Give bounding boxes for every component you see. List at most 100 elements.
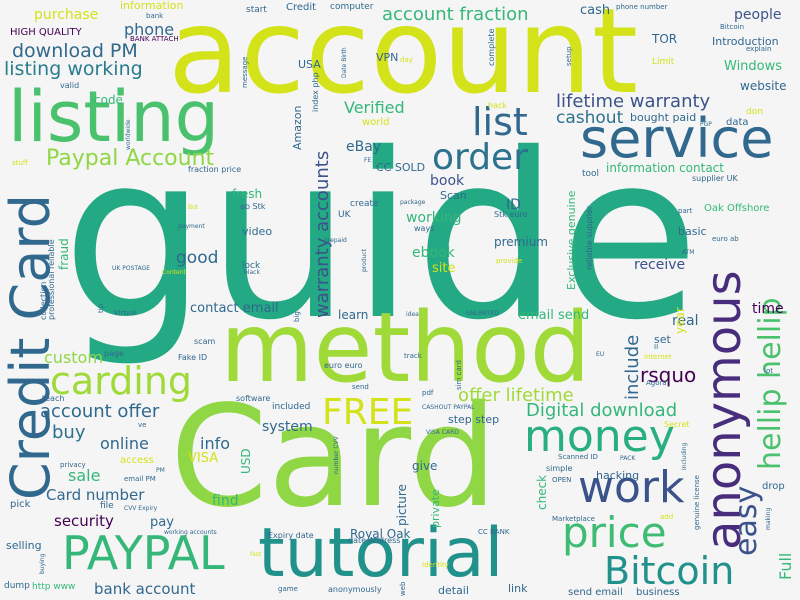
word-provide: provide: [496, 257, 523, 265]
word-working: working: [406, 210, 462, 226]
word-atm: ATM: [682, 249, 695, 256]
word-ebook: ebook: [412, 245, 455, 261]
word-bank-attach: BANK ATTACH: [130, 35, 179, 43]
word-bank: bank: [146, 12, 164, 20]
word-complete: complete: [487, 28, 496, 66]
word-free: FREE: [322, 392, 414, 433]
word-ab-stk: ab Stk: [240, 202, 266, 211]
word-including: including: [681, 442, 688, 470]
word-pm: PM: [156, 467, 165, 474]
word-date-birth: Date Birth: [341, 47, 348, 78]
word-access: access: [120, 455, 154, 466]
word-pay: pay: [150, 515, 174, 530]
word-card-number: Card number: [46, 486, 145, 504]
word-contact-email: contact email: [190, 301, 279, 316]
word-receive: receive: [634, 257, 686, 273]
word-uk: UK: [338, 210, 351, 220]
word-include: include: [622, 334, 643, 400]
word-setup: setup: [565, 46, 573, 66]
word-secret: Secret: [664, 420, 690, 429]
word-full: Full: [776, 552, 795, 580]
word-listing-working: listing working: [4, 58, 143, 80]
word-create: create: [350, 199, 379, 209]
word-order: order: [432, 137, 528, 178]
word-pdf: pdf: [422, 389, 434, 397]
word-site: site: [432, 261, 456, 276]
word-check: check: [535, 474, 549, 510]
word-cashout: cashout: [556, 108, 624, 128]
word-real: real: [672, 313, 699, 329]
word-unlimited: UNLIMITED: [466, 310, 500, 317]
word-ve: ve: [138, 421, 147, 429]
word-warranty-accounts: warranty accounts: [312, 150, 333, 318]
word-windows: Windows: [724, 59, 783, 74]
word-credit: Credit: [286, 2, 317, 13]
word-fresh: fresh: [232, 187, 263, 201]
word-euro-euro: euro euro: [324, 361, 363, 370]
word-agora: Agora: [646, 379, 667, 387]
word-virtual: Virtual: [114, 309, 137, 317]
word-bitcoin: Bitcoin: [604, 549, 735, 593]
word-oak-offshore: Oak Offshore: [704, 203, 770, 214]
word-usa: USA: [298, 58, 321, 71]
word-rsquo: rsquo: [640, 363, 697, 387]
word-ebay: eBay: [346, 139, 382, 155]
word-add: add: [660, 513, 674, 521]
word-fast: fast: [250, 551, 262, 558]
word-pick: pick: [10, 499, 31, 510]
word-bot: Bot: [188, 204, 199, 211]
word-exclusive-genuine: Exclusive genuine: [565, 190, 578, 290]
word-professional-reliable: professional reliable: [47, 239, 56, 320]
word-scan: Scan: [440, 189, 467, 202]
word-email-send: email send: [518, 308, 590, 323]
word-amazon: Amazon: [291, 105, 304, 150]
word-basic: basic: [678, 225, 707, 238]
word-easy: easy: [729, 485, 764, 556]
word-bitcoin-small: Bitcoin: [720, 23, 745, 31]
word-fake-id: Fake ID: [178, 353, 208, 362]
word-included: included: [272, 402, 311, 412]
word-price: price: [562, 508, 667, 557]
word-simple: simple: [546, 464, 573, 473]
word-ii: II: [654, 343, 659, 351]
word-phone: phone: [124, 20, 175, 39]
word-eu: EU: [596, 351, 605, 358]
word-working-accounts: working accounts: [164, 529, 217, 536]
word-part: part: [678, 207, 693, 215]
word-visa-card: VISA CARD: [426, 429, 459, 436]
word-purchase: purchase: [34, 7, 99, 23]
word-start: start: [246, 5, 267, 15]
word-making: making: [765, 507, 772, 530]
word-drop: drop: [762, 481, 785, 492]
word-cc-bank: CC BANK: [478, 528, 510, 536]
word-page: page: [104, 349, 124, 358]
word-id: ID: [506, 197, 521, 213]
word-security: security: [54, 512, 114, 530]
word-phone-number: phone number: [616, 3, 668, 11]
word-website: website: [740, 79, 787, 93]
word-sim-card: sim card: [455, 360, 463, 390]
word-custom: custom: [44, 348, 103, 367]
word-online: online: [100, 434, 149, 453]
word-buy: buy: [52, 422, 86, 443]
word-stk-euro: Stk euro: [494, 210, 528, 219]
word-fraud: fraud: [57, 238, 71, 270]
word-content: Content: [162, 269, 186, 276]
word-cash: cash: [580, 3, 611, 18]
word-limit: Limit: [652, 57, 675, 67]
word-internet: internet: [644, 353, 672, 361]
word-carding: carding: [50, 359, 193, 403]
word-privacy: privacy: [60, 461, 86, 469]
word-tip: tip: [97, 303, 105, 313]
word-hellip-hellip: hellip hellip: [753, 297, 788, 470]
word-info: info: [200, 434, 231, 453]
word-step-step: step step: [448, 413, 500, 426]
word-data: data: [726, 117, 749, 128]
word-sale: sale: [68, 466, 101, 485]
word-royal-oak: Royal Oak: [350, 527, 411, 541]
word-good: good: [176, 248, 219, 268]
word-method: method: [220, 292, 591, 404]
word-offer-lifetime: offer lifetime: [458, 385, 574, 406]
word-selling: selling: [6, 539, 42, 552]
